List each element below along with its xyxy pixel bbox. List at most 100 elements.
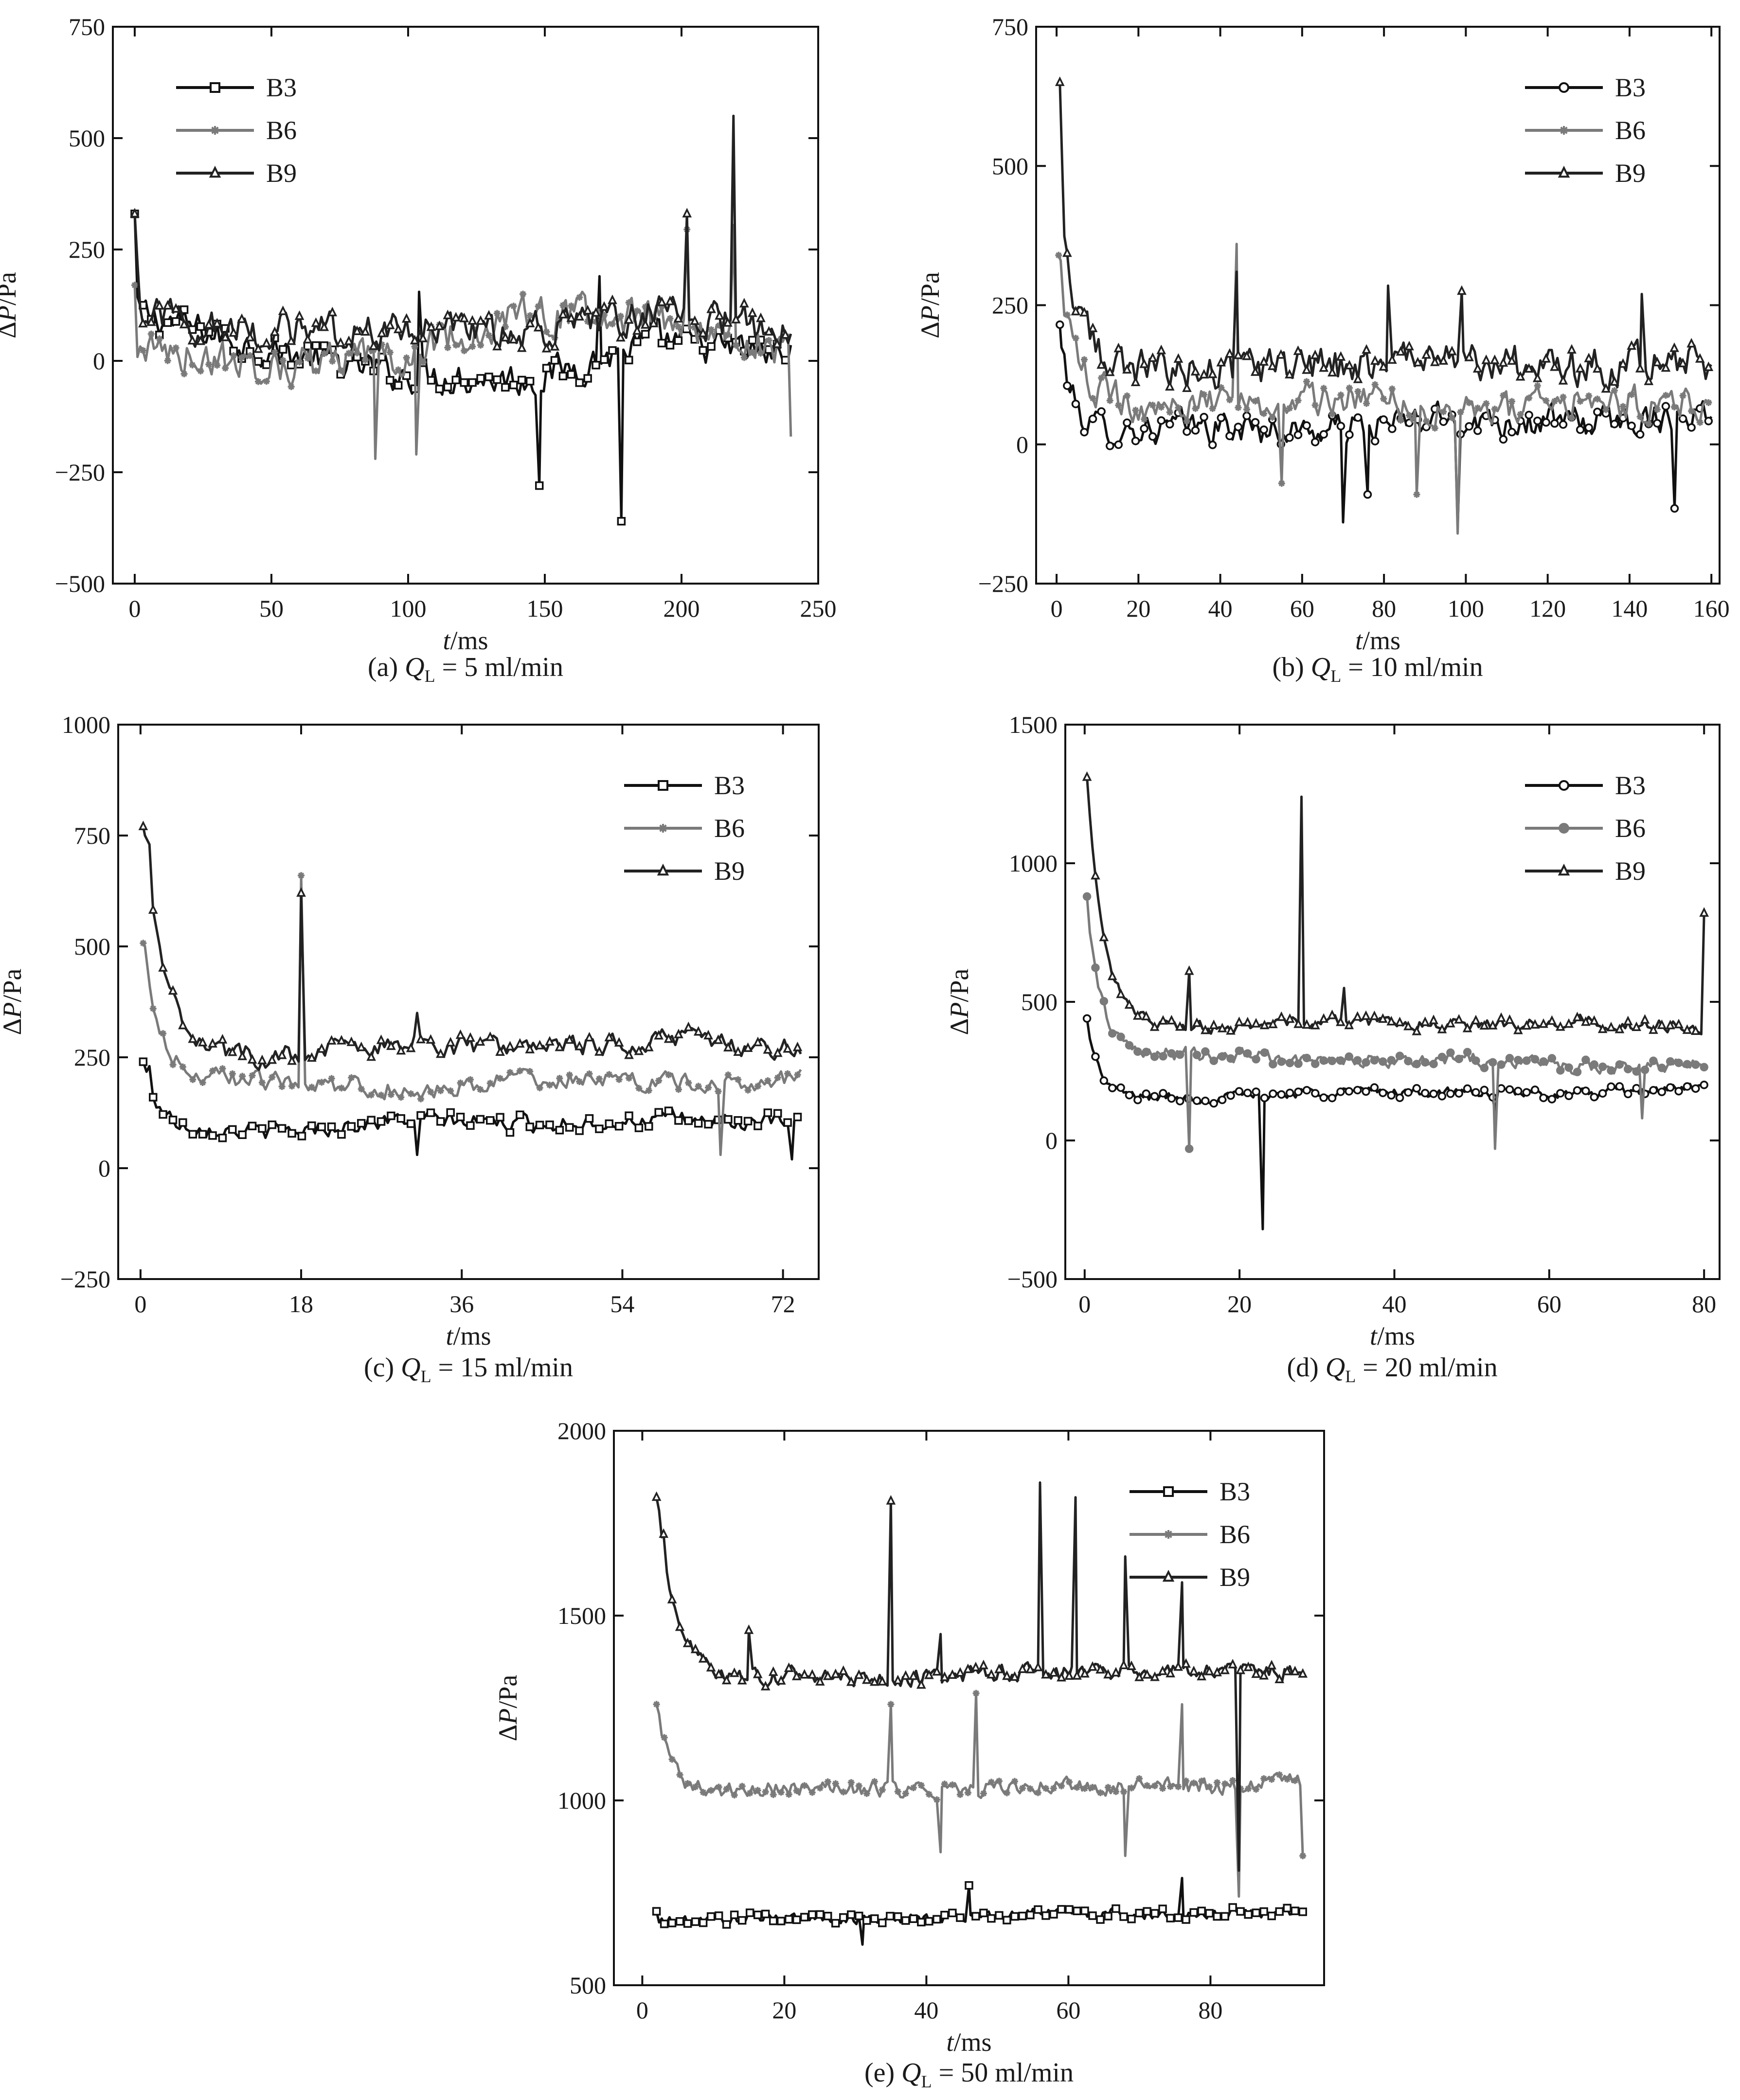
data-point [338, 1085, 345, 1092]
data-point [1091, 1052, 1100, 1061]
data-point [277, 1049, 287, 1059]
data-point [980, 1790, 987, 1797]
data-point [307, 1052, 317, 1062]
data-point [559, 302, 567, 309]
data-point [1269, 1060, 1277, 1068]
data-point [1197, 1906, 1206, 1916]
data-point [721, 1674, 732, 1685]
data-point [426, 321, 436, 331]
data-point [664, 1033, 674, 1043]
data-point [131, 282, 138, 289]
data-point [1252, 397, 1259, 405]
data-point [564, 1034, 574, 1044]
legend-marker [1559, 82, 1569, 93]
data-point [1095, 1664, 1105, 1674]
data-point [617, 517, 626, 526]
data-point [354, 349, 361, 356]
data-point [566, 312, 576, 322]
data-point [769, 1917, 778, 1925]
data-point [1226, 1025, 1236, 1035]
data-point [1649, 1024, 1658, 1034]
y-tick-label: 250 [74, 1044, 110, 1071]
data-point [774, 1074, 781, 1082]
data-point [396, 1114, 406, 1123]
data-point [1310, 1019, 1320, 1030]
data-point [1379, 361, 1389, 371]
data-point [1429, 1089, 1438, 1098]
data-point [731, 1792, 738, 1798]
data-point [254, 357, 263, 366]
data-point [296, 887, 306, 897]
x-tick-label: 80 [1198, 1996, 1222, 2024]
data-point [1072, 1670, 1082, 1680]
data-point [1327, 367, 1337, 377]
data-point [337, 1035, 346, 1045]
data-point [139, 347, 146, 354]
data-point [877, 1676, 887, 1686]
data-point [698, 327, 708, 338]
y-tick-label: 1500 [1009, 711, 1058, 738]
legend-label: B3 [1615, 771, 1646, 800]
data-point [516, 1110, 524, 1119]
data-point [605, 1119, 614, 1128]
data-point [466, 1032, 475, 1042]
data-point [1034, 1905, 1042, 1914]
data-point [1695, 353, 1705, 363]
data-point [1480, 1064, 1489, 1072]
data-point [469, 343, 476, 350]
legend-label: B6 [1220, 1520, 1250, 1549]
data-point [1099, 931, 1109, 942]
legend-marker [1163, 1486, 1174, 1497]
data-point [1361, 1010, 1371, 1020]
data-point [1454, 1054, 1463, 1064]
data-point [1690, 1025, 1701, 1035]
data-point [1413, 491, 1420, 498]
data-point [1190, 366, 1201, 376]
data-point [189, 1076, 197, 1083]
data-point [545, 1120, 554, 1129]
data-point [1525, 394, 1533, 402]
panel-e-data [651, 1481, 1308, 1946]
data-point [434, 320, 445, 330]
series-markers-b9 [138, 820, 803, 1065]
data-point [1592, 363, 1602, 373]
panel-a-frame [112, 26, 819, 585]
data-point [1217, 1023, 1227, 1032]
data-point [396, 1045, 406, 1055]
data-point [594, 1046, 604, 1056]
data-point [1618, 358, 1628, 368]
data-point [1584, 423, 1593, 432]
data-point [526, 1068, 534, 1075]
data-point [1120, 1788, 1128, 1796]
data-point [1564, 1063, 1573, 1072]
data-point [461, 347, 468, 355]
data-point [1099, 1076, 1109, 1085]
data-point [1345, 430, 1354, 439]
data-point [763, 1108, 772, 1117]
data-point [304, 355, 311, 362]
data-point [1635, 363, 1645, 373]
data-point [1539, 1093, 1548, 1103]
data-point [909, 1670, 918, 1680]
data-point [1686, 338, 1696, 348]
data-point [1080, 1668, 1090, 1678]
data-point [948, 1669, 957, 1679]
data-point [586, 1070, 593, 1077]
data-point [1344, 1019, 1354, 1030]
data-point [336, 337, 346, 347]
data-point [196, 322, 205, 331]
data-point [1666, 1057, 1675, 1066]
data-point [1576, 425, 1585, 434]
data-point [1096, 1915, 1105, 1924]
data-point [1290, 1666, 1300, 1675]
data-point [956, 1913, 965, 1922]
data-point [783, 1043, 792, 1053]
legend-marker [658, 780, 668, 791]
data-point [691, 1917, 700, 1926]
data-point [1197, 1671, 1206, 1681]
data-point [948, 1908, 957, 1918]
data-point [1632, 1067, 1641, 1076]
series-markers-b6 [653, 1690, 1307, 1859]
data-point [753, 1910, 762, 1920]
data-point [1581, 1055, 1590, 1065]
